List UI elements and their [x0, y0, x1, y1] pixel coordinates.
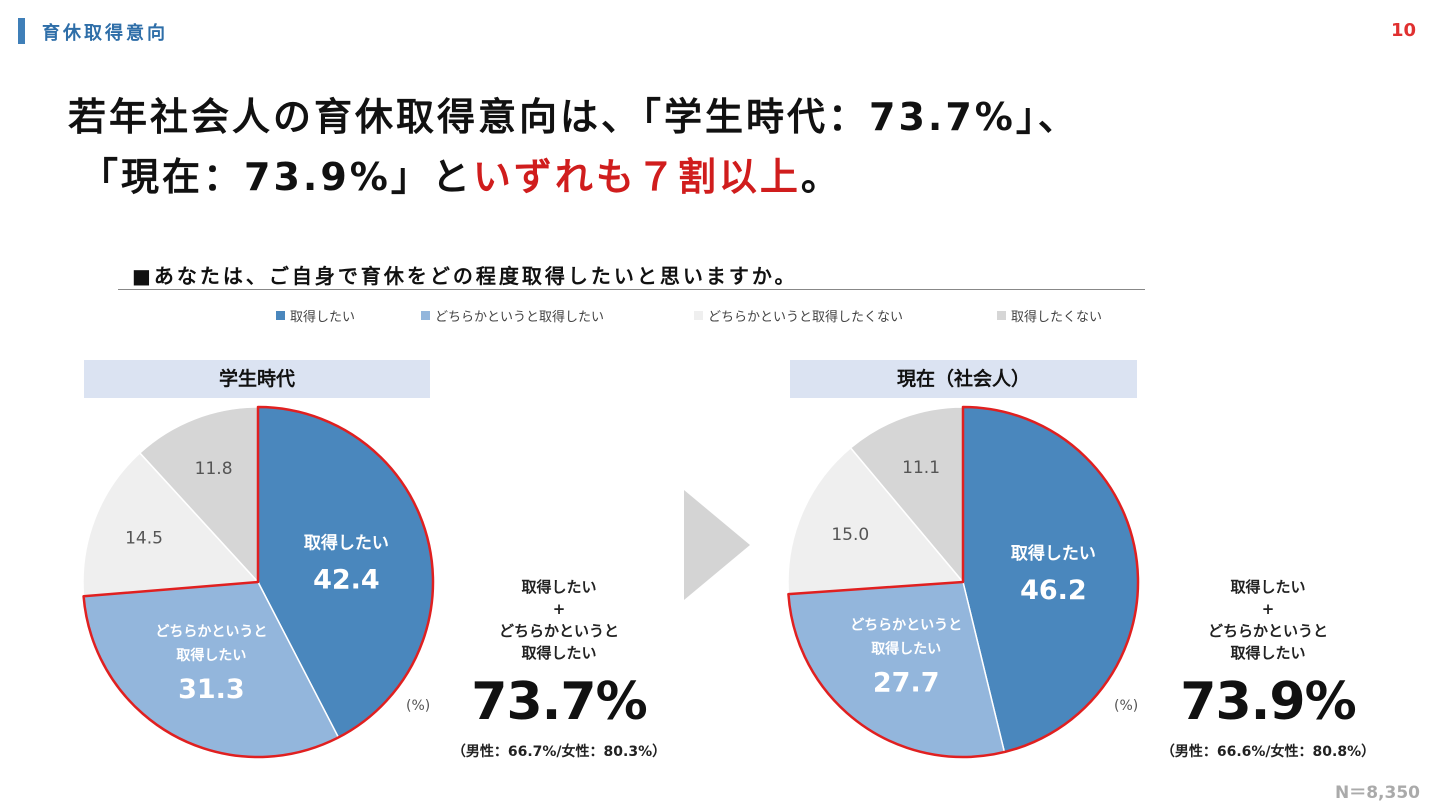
- unit-label: (%): [1114, 698, 1139, 714]
- page-number: 10: [1390, 20, 1416, 41]
- summary-line: どちらかというと: [1207, 622, 1328, 640]
- slice-value: 42.4: [313, 565, 380, 596]
- legend-label: どちらかというと取得したくない: [708, 310, 904, 325]
- arrow-icon: [684, 490, 750, 600]
- summary-breakdown: （男性：66.6%/女性：80.8%）: [1160, 744, 1376, 760]
- sample-size: N＝8,350: [1335, 783, 1420, 803]
- slice-label: 取得したい: [304, 533, 389, 554]
- headline-prefix: 「現在：73.9%」と: [80, 155, 473, 199]
- legend-item: 取得したい: [276, 306, 355, 325]
- legend-label: どちらかというと取得したい: [435, 310, 605, 325]
- highlight-outline: [82, 405, 435, 759]
- pie-slice: [138, 406, 259, 584]
- summary-line: +: [1261, 600, 1275, 618]
- slice-label: 取得したい: [176, 647, 246, 664]
- slice-label: どちらかというと: [850, 618, 962, 634]
- summary-line: どちらかというと: [498, 622, 619, 640]
- summary-line: 取得したい: [1230, 578, 1306, 596]
- pie-slice: [849, 406, 964, 585]
- legend-item: 取得したくない: [997, 306, 1102, 325]
- chart-title-student: 学生時代: [84, 360, 430, 398]
- slice-value: 27.7: [873, 668, 940, 699]
- legend-swatch: [694, 311, 703, 320]
- headline-highlight: いずれも７割以上: [472, 155, 801, 199]
- legend-swatch: [997, 311, 1006, 320]
- summary-breakdown: （男性：66.7%/女性：80.3%）: [451, 744, 667, 760]
- slice-value: 11.8: [195, 459, 233, 479]
- pie-slice: [82, 451, 260, 598]
- summary-total: 73.9%: [1180, 672, 1356, 732]
- slice-value: 31.3: [178, 674, 245, 705]
- legend-label: 取得したい: [290, 310, 356, 325]
- summary-line: 取得したい: [1230, 644, 1306, 662]
- unit-label: (%): [406, 698, 431, 714]
- summary-line: 取得したい: [521, 644, 597, 662]
- legend-item: どちらかというと取得したい: [421, 306, 604, 325]
- headline-line-2: 「現在：73.9%」といずれも７割以上。: [80, 146, 842, 201]
- summary-total: 73.7%: [471, 672, 647, 732]
- slice-value: 15.0: [831, 525, 869, 545]
- pie-slice: [787, 446, 965, 595]
- slice-value: 46.2: [1020, 575, 1087, 606]
- summary-text: 取得したい + どちらかというと 取得したい: [1148, 576, 1388, 664]
- slice-value: 14.5: [125, 528, 163, 548]
- legend-swatch: [421, 311, 430, 320]
- headline-suffix: 。: [800, 155, 842, 199]
- chart-title-current: 現在（社会人）: [790, 360, 1137, 398]
- survey-question: ■あなたは、ご自身で育休をどの程度取得したいと思いますか。: [132, 264, 798, 288]
- legend-swatch: [276, 311, 285, 320]
- highlight-outline: [787, 405, 1140, 759]
- section-label: 育休取得意向: [42, 23, 168, 44]
- question-underline: [118, 289, 1145, 290]
- summary-text: 取得したい + どちらかというと 取得したい: [439, 576, 679, 664]
- summary-line: +: [552, 600, 566, 618]
- slice-label: 取得したい: [1011, 543, 1096, 564]
- slice-value: 11.1: [902, 458, 940, 478]
- summary-line: 取得したい: [521, 578, 597, 596]
- headline-line-1: 若年社会人の育休取得意向は、「学生時代：73.7%」、: [68, 95, 1079, 139]
- slice-label: 取得したい: [871, 641, 941, 658]
- section-marker: [18, 18, 25, 44]
- legend-item: どちらかというと取得したくない: [694, 306, 903, 325]
- legend-label: 取得したくない: [1011, 310, 1103, 325]
- slice-label: どちらかというと: [155, 624, 267, 640]
